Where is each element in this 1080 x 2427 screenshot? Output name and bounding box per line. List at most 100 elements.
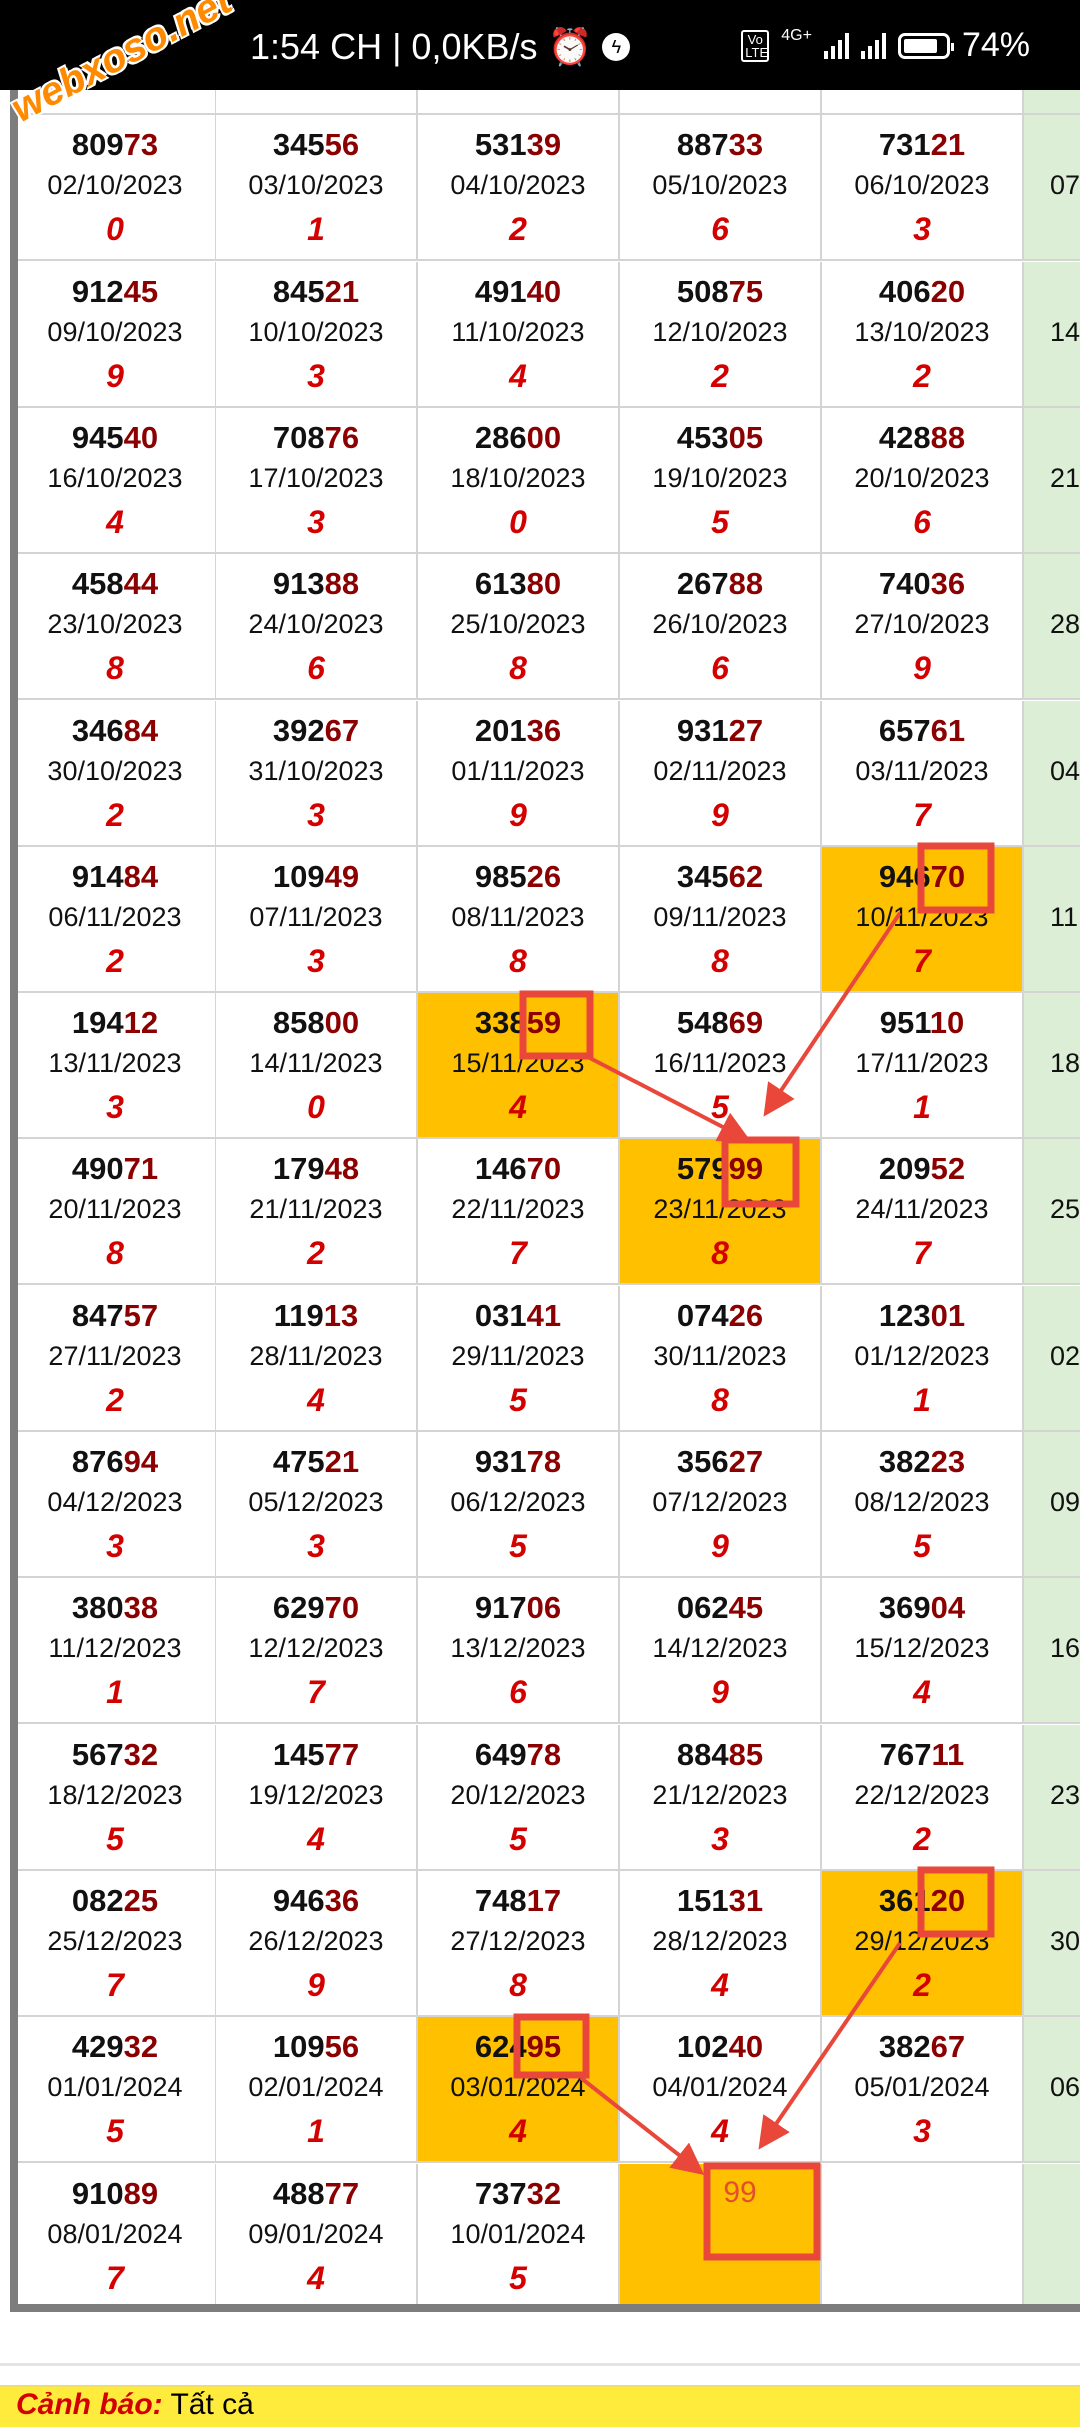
result-number: 39267 [216, 713, 416, 749]
digit-sum: 3 [307, 503, 325, 540]
digit-sum: 2 [913, 1820, 931, 1857]
number-suffix: 45 [728, 1590, 764, 1626]
result-number: 91245 [15, 274, 215, 310]
number-suffix: 77 [324, 1736, 360, 1772]
result-cell: 88733 05/10/2023 6 [620, 115, 822, 262]
result-number: 07426 [620, 1298, 820, 1334]
digit-sum: 4 [913, 1674, 931, 1711]
digit-sum: 3 [913, 2113, 931, 2150]
digit-sum: 8 [106, 650, 124, 687]
number-suffix: 26 [526, 858, 562, 894]
number-prefix: 109 [272, 858, 325, 894]
number-suffix: 10 [929, 1005, 965, 1041]
result-cell: 85800 14/11/2023 0 [216, 993, 418, 1140]
digit-sum: 7 [106, 2259, 124, 2296]
result-number: 34562 [620, 859, 820, 895]
number-suffix: 21 [324, 273, 360, 309]
result-number: 20952 [822, 1151, 1022, 1187]
result-number: 62970 [216, 1590, 416, 1626]
next-column-cell: 02 [1024, 1285, 1080, 1432]
number-suffix: 32 [123, 1736, 159, 1772]
digit-sum: 1 [307, 2113, 325, 2150]
number-prefix: 912 [71, 273, 124, 309]
result-number: 85800 [216, 1005, 416, 1041]
result-cell: 91484 06/11/2023 2 [15, 846, 217, 993]
digit-sum: 3 [711, 1820, 729, 1857]
draw-date: 09/10/2023 [47, 316, 183, 347]
result-number: 73121 [822, 127, 1022, 163]
result-cell: 38223 08/12/2023 5 [822, 1432, 1024, 1578]
digit-sum: 7 [509, 1235, 527, 1272]
number-suffix: 40 [526, 273, 562, 309]
digit-sum: 9 [711, 1528, 729, 1564]
result-number: 38267 [822, 2029, 1022, 2065]
result-number: 47521 [216, 1444, 416, 1480]
number-prefix: 082 [71, 1882, 124, 1918]
draw-date: 10/10/2023 [248, 316, 384, 347]
result-cell: 42888 20/10/2023 6 [822, 407, 1024, 554]
result-cell: 20952 24/11/2023 7 [822, 1139, 1024, 1286]
result-cell: 34684 30/10/2023 2 [15, 700, 217, 847]
digit-sum: 2 [509, 211, 527, 248]
digit-sum: 3 [307, 796, 325, 833]
number-prefix: 406 [878, 273, 931, 309]
number-suffix: 27 [728, 1444, 764, 1479]
number-suffix: 75 [728, 273, 764, 309]
number-suffix: 70 [526, 1151, 562, 1187]
number-suffix: 41 [526, 1297, 562, 1333]
digit-sum: 7 [106, 1966, 124, 2003]
result-number: 03141 [418, 1298, 618, 1334]
number-suffix: 49 [324, 858, 360, 894]
status-bar: 1:54 CH | 0,0KB/s ⏰ ϟ Vo LTE 4G+ 74% [0, 0, 1080, 90]
result-cell: 73732 10/01/2024 5 [418, 2163, 620, 2310]
number-suffix: 00 [526, 419, 562, 455]
draw-date: 25/12/2023 [47, 1925, 183, 1956]
number-suffix: 39 [526, 127, 562, 163]
table-row: 38038 11/12/2023 1 62970 12/12/2023 7 91706 13/… [15, 1578, 1080, 1725]
number-prefix: 649 [474, 1736, 527, 1772]
result-cell: 48877 09/01/2024 4 [216, 2163, 418, 2310]
number-suffix: 89 [123, 2175, 159, 2211]
digit-sum: 4 [307, 1381, 325, 1418]
result-cell: 61380 25/10/2023 8 [418, 554, 620, 701]
digit-sum: 4 [509, 357, 527, 394]
result-cell: 38038 11/12/2023 1 [15, 1578, 217, 1725]
digit-sum: 4 [711, 2113, 729, 2150]
draw-date: 06/12/2023 [450, 1487, 586, 1517]
next-date-partial: 07 [1050, 170, 1080, 201]
number-suffix: 33 [728, 127, 764, 163]
result-cell-highlighted: 99 [620, 2163, 822, 2310]
number-suffix: 11 [931, 1736, 965, 1772]
number-prefix: 913 [272, 566, 325, 602]
draw-date: 04/10/2023 [450, 170, 586, 201]
draw-date: 14/12/2023 [652, 1633, 788, 1664]
result-cell: 94540 16/10/2023 4 [15, 407, 217, 554]
alarm-icon: ⏰ [547, 26, 593, 67]
number-prefix: 102 [676, 2029, 729, 2065]
result-cell: 70876 17/10/2023 3 [216, 407, 418, 554]
result-cell: 94636 26/12/2023 9 [216, 1870, 418, 2017]
result-number: 10956 [216, 2029, 416, 2065]
draw-date: 24/11/2023 [855, 1194, 989, 1225]
number-prefix: 579 [676, 1151, 729, 1187]
result-number: 93178 [418, 1444, 618, 1480]
result-number: 76711 [822, 1737, 1022, 1773]
digit-sum: 0 [106, 211, 124, 248]
predicted-number: 99 [723, 2175, 757, 2209]
number-prefix: 345 [272, 127, 325, 163]
draw-date: 10/11/2023 [855, 901, 989, 932]
number-suffix: 84 [123, 858, 159, 894]
digit-sum: 2 [913, 357, 931, 394]
result-number: 08225 [15, 1883, 215, 1919]
number-prefix: 884 [676, 1736, 729, 1772]
result-cell: 56732 18/12/2023 5 [15, 1724, 217, 1871]
number-prefix: 119 [273, 1297, 324, 1333]
result-cell: 34562 09/11/2023 8 [620, 846, 822, 993]
number-suffix: 56 [324, 2029, 360, 2065]
result-cell: 39267 31/10/2023 3 [216, 700, 418, 847]
result-number: 94540 [15, 420, 215, 456]
number-prefix: 945 [71, 419, 124, 455]
number-prefix: 931 [474, 1444, 527, 1479]
table-row: 34684 30/10/2023 2 39267 31/10/2023 3 20136 01/… [15, 700, 1080, 847]
next-date-partial: 18 [1050, 1048, 1080, 1079]
